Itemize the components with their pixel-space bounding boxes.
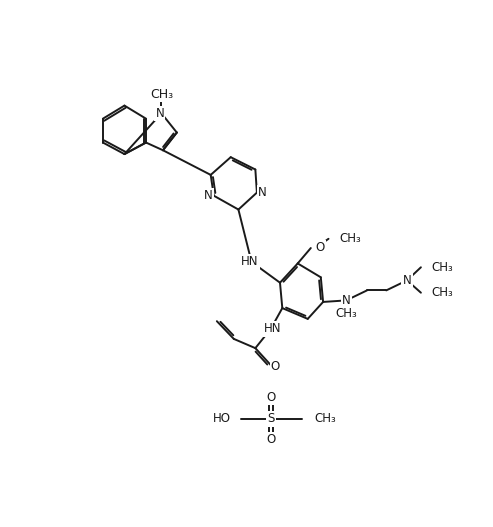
Text: N: N: [204, 189, 213, 202]
Text: O: O: [266, 391, 276, 404]
Text: CH₃: CH₃: [339, 232, 361, 245]
Text: N: N: [155, 107, 164, 120]
Text: HN: HN: [264, 323, 281, 335]
Text: N: N: [258, 186, 267, 199]
Text: CH₃: CH₃: [150, 87, 173, 101]
Text: O: O: [271, 360, 280, 373]
Text: CH₃: CH₃: [432, 261, 454, 274]
Text: CH₃: CH₃: [335, 307, 357, 320]
Text: O: O: [266, 433, 276, 446]
Text: N: N: [403, 274, 412, 287]
Text: CH₃: CH₃: [314, 413, 336, 425]
Text: HN: HN: [241, 256, 259, 268]
Text: HO: HO: [212, 413, 231, 425]
Text: S: S: [267, 413, 275, 425]
Text: N: N: [342, 294, 351, 307]
Text: CH₃: CH₃: [432, 286, 454, 299]
Text: O: O: [316, 241, 325, 254]
